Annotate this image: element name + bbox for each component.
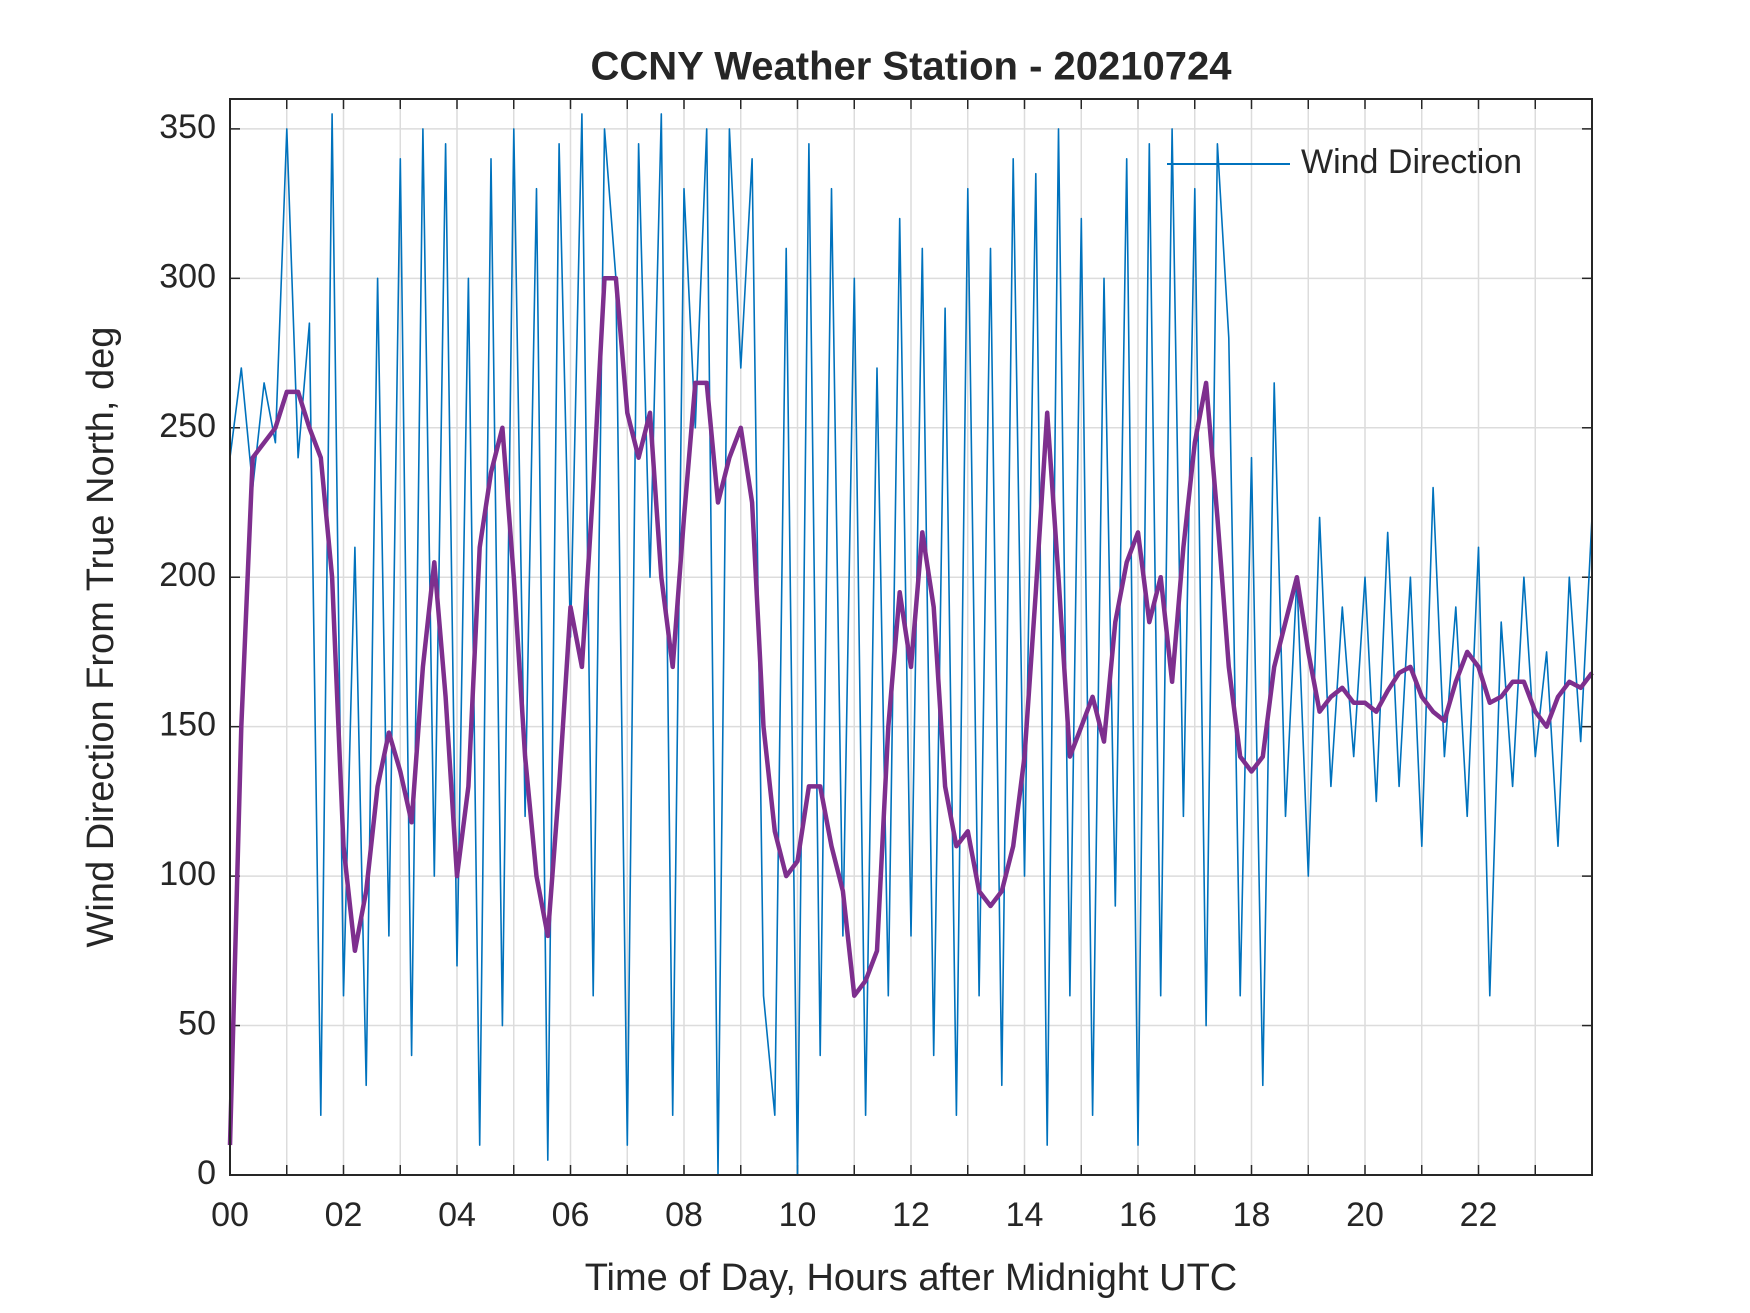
x-tick-label: 06 [552,1196,590,1234]
x-tick-label: 08 [665,1196,703,1234]
data-line [227,276,1594,1146]
y-tick-label: 300 [159,257,216,295]
legend-label: Wind Direction [1301,143,1522,181]
y-tick-label: 150 [159,706,216,744]
y-axis-label: Wind Direction From True North, deg [80,327,122,948]
y-tick-label: 250 [159,407,216,445]
y-tick-label: 50 [178,1005,216,1043]
x-tick-label: 18 [1233,1196,1271,1234]
x-tick-label: 10 [779,1196,817,1234]
x-axis-label: Time of Day, Hours after Midnight UTC [585,1257,1238,1299]
x-tick-label: 22 [1460,1196,1498,1234]
x-tick-label: 00 [211,1196,249,1234]
x-tick-label: 16 [1119,1196,1157,1234]
x-tick-label: 14 [1006,1196,1044,1234]
y-tick-label: 200 [159,556,216,594]
x-tick-label: 02 [325,1196,363,1234]
data-line [229,113,1593,1176]
chart-title: CCNY Weather Station - 20210724 [591,45,1233,89]
x-tick-label: 20 [1346,1196,1384,1234]
x-tick-label: 12 [892,1196,930,1234]
y-tick-label: 350 [159,108,216,146]
x-tick-label: 04 [438,1196,476,1234]
y-tick-label: 100 [159,855,216,893]
y-tick-label: 0 [197,1154,216,1192]
plot-frame [229,98,1593,1176]
